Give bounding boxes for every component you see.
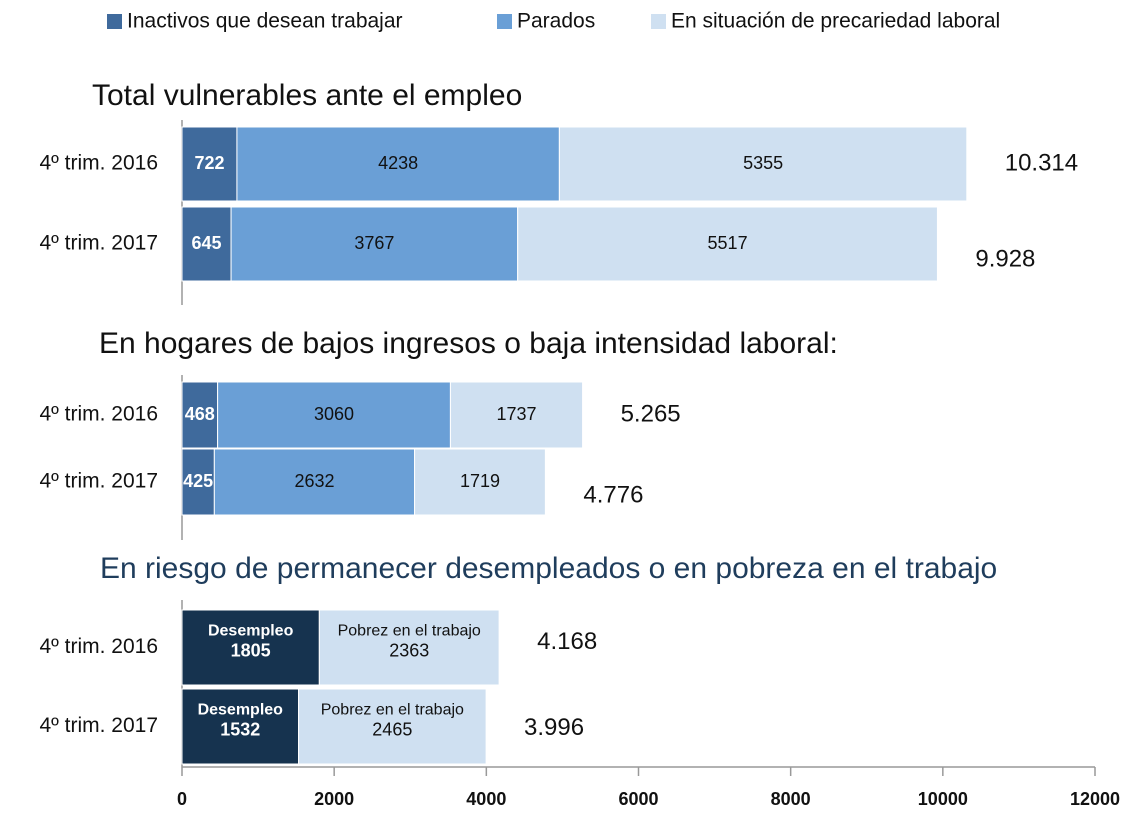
panel-title: En hogares de bajos ingresos o baja inte… bbox=[99, 327, 838, 360]
value-label: 722 bbox=[194, 153, 224, 173]
value-label: 1532 bbox=[220, 719, 260, 739]
total-label: 5.265 bbox=[621, 400, 681, 427]
total-label: 9.928 bbox=[975, 245, 1035, 272]
total-label: 4.168 bbox=[537, 628, 597, 655]
category-label: 4º trim. 2017 bbox=[39, 232, 158, 255]
legend-label: En situación de precariedad laboral bbox=[671, 10, 1000, 33]
value-label: 468 bbox=[185, 404, 215, 424]
panel-title: En riesgo de permanecer desempleados o e… bbox=[100, 552, 997, 585]
panel-title: Total vulnerables ante el empleo bbox=[92, 79, 522, 112]
bar-segment bbox=[181, 381, 219, 449]
value-label: 1719 bbox=[460, 471, 500, 491]
series-label: Desempleo bbox=[198, 702, 284, 719]
bar-segment bbox=[213, 448, 416, 516]
bar-segment bbox=[181, 688, 300, 765]
category-label: 4º trim. 2016 bbox=[39, 403, 158, 426]
bar-segment bbox=[517, 206, 938, 282]
total-label: 3.996 bbox=[524, 714, 584, 741]
value-label: 2632 bbox=[294, 471, 334, 491]
value-label: 645 bbox=[192, 233, 222, 253]
bar-segment bbox=[449, 381, 584, 449]
bar-segment bbox=[181, 609, 320, 686]
total-label: 10.314 bbox=[1005, 149, 1078, 176]
x-tick-label: 8000 bbox=[771, 789, 811, 809]
bar-segment bbox=[318, 609, 500, 686]
value-label: 3767 bbox=[354, 233, 394, 253]
total-label: 4.776 bbox=[583, 481, 643, 508]
legend-swatch bbox=[107, 14, 122, 29]
x-tick-label: 10000 bbox=[918, 789, 968, 809]
bar-segment bbox=[414, 448, 546, 516]
category-label: 4º trim. 2016 bbox=[39, 635, 158, 658]
category-label: 4º trim. 2016 bbox=[39, 152, 158, 175]
value-label: 4238 bbox=[378, 153, 418, 173]
series-label: Desempleo bbox=[208, 623, 294, 640]
x-tick-label: 2000 bbox=[314, 789, 354, 809]
value-label: 3060 bbox=[314, 404, 354, 424]
value-label: 1737 bbox=[496, 404, 536, 424]
category-label: 4º trim. 2017 bbox=[39, 470, 158, 493]
legend-swatch bbox=[651, 14, 666, 29]
value-label: 5517 bbox=[708, 233, 748, 253]
x-tick-label: 4000 bbox=[466, 789, 506, 809]
series-label: Pobrez en el trabajo bbox=[338, 623, 481, 640]
bar-segment bbox=[217, 381, 451, 449]
x-tick-label: 0 bbox=[177, 789, 187, 809]
value-label: 1805 bbox=[231, 640, 271, 660]
legend-label: Parados bbox=[517, 10, 595, 33]
bar-segment bbox=[558, 126, 968, 202]
value-label: 5355 bbox=[743, 153, 783, 173]
value-label: 2465 bbox=[372, 719, 412, 739]
legend-label: Inactivos que desean trabajar bbox=[127, 10, 403, 33]
series-label: Pobrez en el trabajo bbox=[321, 702, 464, 719]
value-label: 2363 bbox=[389, 640, 429, 660]
x-tick-label: 6000 bbox=[618, 789, 658, 809]
value-label: 425 bbox=[183, 471, 213, 491]
x-tick-label: 12000 bbox=[1070, 789, 1120, 809]
bar-segment bbox=[236, 126, 560, 202]
bar-segment bbox=[181, 448, 215, 516]
bar-segment bbox=[298, 688, 487, 765]
category-label: 4º trim. 2017 bbox=[39, 714, 158, 737]
legend-swatch bbox=[497, 14, 512, 29]
